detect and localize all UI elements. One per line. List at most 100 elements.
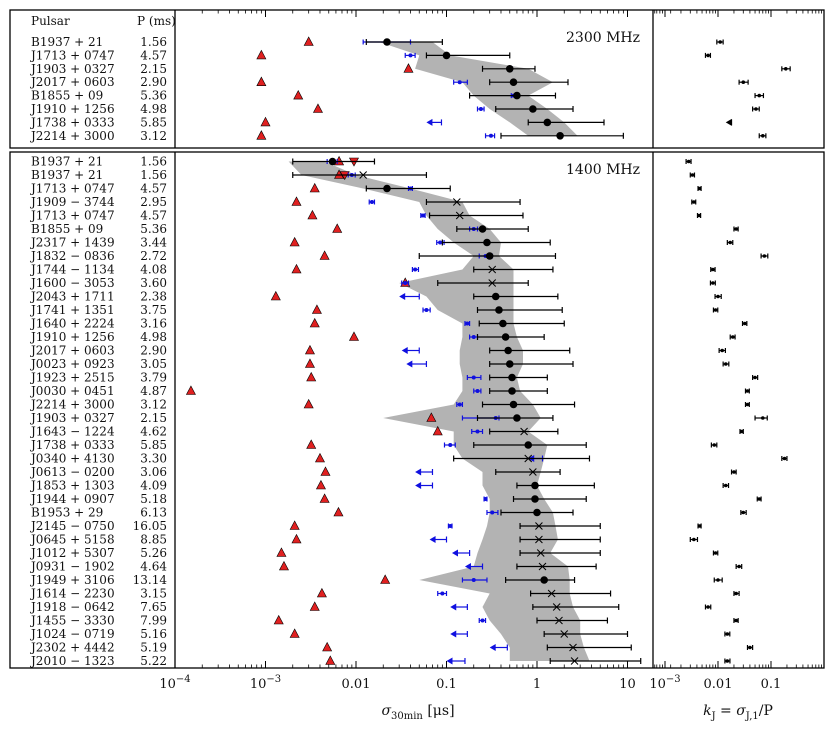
bottom-black-point [495, 306, 503, 314]
bottom-kj-point [739, 429, 744, 434]
bottom-pulsar-period: 7.99 [140, 614, 167, 628]
top-triangle-up-mark [312, 103, 323, 113]
bottom-triangle-up-mark [322, 641, 333, 652]
bottom-black-x-b [536, 549, 545, 557]
bottom-black-x-b [547, 589, 556, 598]
bottom-kj-point [697, 524, 702, 528]
bottom-pulsar-period: 4.57 [140, 209, 167, 223]
bottom-triangle-up-mark [380, 574, 391, 584]
bottom-blue-point [448, 443, 453, 447]
bottom-pulsar-name: J1923 + 2515 [29, 371, 115, 385]
bottom-pulsar-name: J2017 + 0603 [29, 344, 115, 358]
bottom-blue-point [483, 497, 488, 501]
bottom-triangle-up-mark [291, 263, 302, 274]
bottom-kj-point [728, 240, 733, 245]
bottom-blue-limit-arrow [489, 644, 496, 651]
bottom-black-x-b [529, 468, 537, 476]
bottom-kj-point [690, 173, 695, 177]
bottom-blue-point [457, 402, 462, 407]
bottom-black-point [485, 252, 494, 260]
bottom-pulsar-period: 1.56 [140, 168, 167, 182]
bottom-pulsar-period: 3.12 [140, 398, 167, 412]
bottom-pulsar-period: 5.26 [140, 546, 167, 560]
bottom-pulsar-name: J1903 + 0327 [29, 411, 115, 425]
bottom-blue-point [475, 429, 480, 434]
bottom-blue-point [369, 200, 374, 204]
top-black-point [513, 91, 521, 100]
bottom-kj-point [757, 497, 762, 501]
panel-frames [9, 9, 825, 669]
bottom-kj-point [737, 564, 741, 569]
bottom-blue-limit-arrow [415, 468, 422, 476]
bottom-kj-point [723, 362, 728, 366]
bottom-kj-point [753, 375, 757, 380]
top-black-point [509, 78, 518, 86]
bottom-black-point [531, 495, 539, 503]
bottom-black-x-b [552, 603, 561, 611]
bottom-pulsar-name: J1949 + 3106 [29, 573, 115, 587]
bottom-pulsar-name: J2145 − 0750 [29, 519, 115, 533]
bottom-pulsar-name: J2043 + 1711 [29, 290, 115, 304]
bottom-kj-point [711, 281, 715, 285]
top-black-point [556, 132, 564, 140]
bottom-blue-limit-arrow [415, 482, 422, 489]
bottom-triangle-up-mark [314, 452, 325, 463]
top-pulsar-period: 3.12 [140, 129, 167, 143]
panel-title-1400: 1400 MHz [566, 162, 640, 178]
bottom-black-x-b [555, 616, 563, 625]
bottom-triangle-up-mark [276, 547, 287, 557]
bottom-kj-point [734, 618, 738, 623]
bottom-triangle-up-mark [309, 601, 320, 611]
bottom-pulsar-name: J2302 + 4442 [29, 641, 115, 655]
top-blue-point [478, 107, 483, 111]
bottom-kj-point [748, 645, 752, 650]
x-tick-label: 0.1 [436, 677, 457, 692]
bottom-kj-point [692, 537, 696, 542]
top-blue-limit-arrow [426, 118, 433, 126]
bottom-triangle-up-mark [319, 250, 330, 260]
top-black-point [442, 51, 451, 60]
bottom-triangle-up-mark [289, 520, 300, 530]
top-triangle-up-mark [260, 116, 271, 127]
top-pulsar-period: 5.36 [140, 89, 167, 103]
bottom-pulsar-period: 3.30 [140, 452, 167, 466]
top-triangle-up-mark [256, 76, 267, 86]
bottom-pulsar-name: J1910 + 1256 [29, 330, 115, 344]
bottom-blue-point [424, 308, 429, 312]
bottom-black-x-b [359, 171, 368, 179]
bottom-triangle-up-mark [334, 169, 345, 179]
bottom-kj-point [706, 605, 710, 609]
bottom-kj-point [686, 159, 691, 164]
chart-marks [185, 36, 791, 665]
bottom-triangle-up-mark [306, 371, 317, 382]
bottom-pulsar-name: J2214 + 3000 [29, 398, 115, 412]
bottom-blue-point [471, 335, 476, 339]
top-triangle-up-mark [256, 130, 267, 140]
bottom-blue-point [480, 618, 485, 623]
bottom-triangle-up-mark [291, 533, 302, 544]
top-kj-point [757, 93, 762, 98]
bottom-black-point [524, 441, 533, 449]
top-black-point [505, 65, 514, 73]
top-pulsar-name: J1738 + 0333 [29, 115, 115, 129]
bottom-black-point [509, 400, 518, 409]
bottom-black-point [513, 414, 521, 422]
bottom-black-point [508, 373, 516, 382]
bottom-blue-limit-arrow [464, 563, 471, 570]
bottom-pulsar-name: J1640 + 2224 [29, 317, 115, 331]
axes: 2300 MHz 1400 MHz Pulsar P (ms) 10−4 10−3… [31, 10, 822, 722]
top-blue-point [488, 133, 493, 138]
bottom-triangle-up-mark [303, 398, 314, 409]
bottom-triangle-up-mark [304, 358, 315, 368]
bottom-pulsar-period: 5.36 [140, 222, 167, 236]
bottom-triangle-up-mark [432, 425, 443, 436]
bottom-blue-point [438, 240, 443, 245]
bottom-blue-limit-arrow [429, 536, 436, 543]
bottom-blue-point [413, 267, 418, 272]
uncertainty-band [288, 161, 590, 661]
top-kj-point [718, 40, 722, 44]
bottom-kj-point [741, 510, 746, 515]
bottom-black-x-b [538, 562, 547, 571]
bottom-kj-point [734, 591, 738, 596]
